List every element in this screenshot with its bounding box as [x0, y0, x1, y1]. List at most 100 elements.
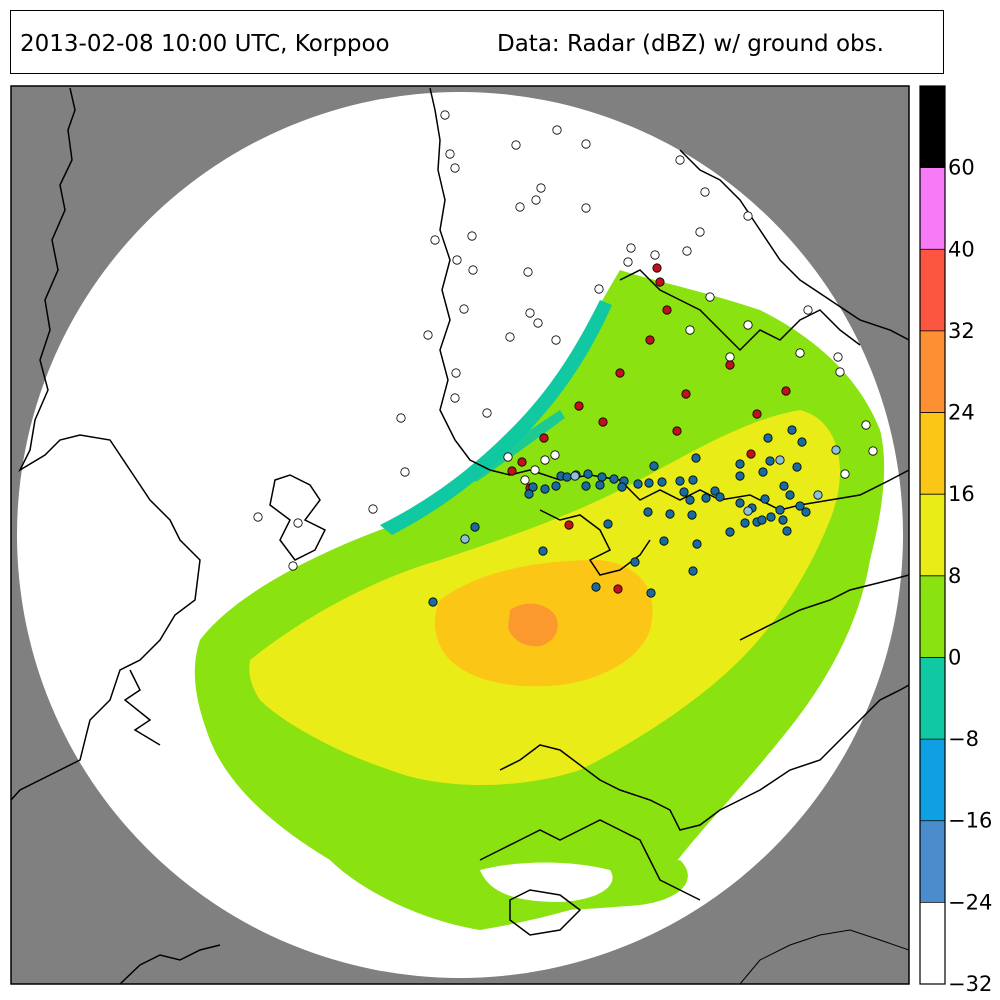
coastline-archipelago-north — [619, 269, 861, 352]
coastline-estonia — [499, 684, 909, 831]
observation-marker-snow — [649, 461, 659, 471]
map-title: 2013-02-08 10:00 UTC, Korppoo — [20, 31, 390, 57]
colorbar-tick-label: −16 — [948, 809, 992, 833]
observation-marker-snow — [797, 437, 807, 447]
observation-marker-no-precipitation — [551, 335, 561, 345]
colorbar-bin — [920, 575, 945, 658]
observation-marker-snow — [688, 566, 698, 576]
observation-marker-snow — [758, 467, 768, 477]
echo-cyan-edge — [380, 300, 612, 535]
colorbar-bin — [920, 330, 945, 413]
observation-marker-no-precipitation — [835, 367, 845, 377]
observation-marker-no-precipitation — [725, 352, 735, 362]
colorbar-bin — [920, 657, 945, 740]
observation-marker-no-precipitation — [293, 518, 303, 528]
observation-marker-snow — [715, 492, 725, 502]
observation-marker-snow — [787, 425, 797, 435]
observation-marker-no-precipitation — [445, 149, 455, 159]
observation-marker-drizzle-or-light — [831, 445, 841, 455]
observation-marker-snow — [657, 477, 667, 487]
colorbar-tick-label: 32 — [948, 319, 975, 343]
observation-marker-no-precipitation — [552, 125, 562, 135]
coastline-bottom-left — [119, 944, 221, 984]
observation-marker-no-precipitation — [468, 265, 478, 275]
observation-marker-snow — [760, 494, 770, 504]
observation-marker-snow — [633, 479, 643, 489]
observation-marker-snow — [691, 453, 701, 463]
observation-marker-no-precipitation — [451, 368, 461, 378]
colorbar-bin — [920, 249, 945, 331]
echo-cyan-tail — [470, 410, 565, 482]
observation-marker-no-precipitation — [368, 504, 378, 514]
observation-marker-snow — [470, 522, 480, 532]
observation-marker-snow — [524, 489, 534, 499]
observation-marker-snow — [538, 546, 548, 556]
coastline-saaremaa — [509, 889, 582, 936]
observation-marker-snow — [735, 459, 745, 469]
observation-marker-rain — [507, 466, 517, 476]
observation-marker-no-precipitation — [253, 512, 263, 522]
observation-marker-snow — [687, 510, 697, 520]
observation-marker-snow — [630, 557, 640, 567]
observation-marker-snow — [595, 480, 605, 490]
observation-marker-no-precipitation — [288, 561, 298, 571]
observation-marker-snow — [428, 597, 438, 607]
colorbar-tick-label: 16 — [948, 482, 975, 506]
data-source-label: Data: Radar (dBZ) w/ ground obs. — [497, 31, 884, 57]
colorbar-bin — [920, 494, 945, 576]
observation-marker-no-precipitation — [550, 450, 560, 460]
observation-marker-snow — [757, 515, 767, 525]
observation-marker-no-precipitation — [515, 202, 525, 212]
observation-marker-snow — [603, 519, 613, 529]
colorbar-tick-label: 60 — [948, 156, 975, 180]
observation-marker-snow — [778, 515, 788, 525]
observation-marker-no-precipitation — [675, 155, 685, 165]
colorbar: 60 40 32 24 16 8 0 −8 −16 −24 −32 — [919, 85, 992, 996]
observation-marker-snow — [659, 536, 669, 546]
observation-marker-snow — [644, 478, 654, 488]
observation-marker-snow — [735, 498, 745, 508]
colorbar-bin — [920, 412, 945, 495]
observation-marker-snow — [763, 433, 773, 443]
echo-white-gap — [480, 862, 613, 902]
observation-marker-no-precipitation — [594, 284, 604, 294]
observation-marker-drizzle-or-light — [460, 534, 470, 544]
observation-marker-snow — [646, 588, 656, 598]
observation-marker-snow — [782, 526, 792, 536]
colorbar-tick-label: 40 — [948, 237, 975, 261]
observation-marker-no-precipitation — [743, 211, 753, 221]
title-box: 2013-02-08 10:00 UTC, Korppoo Data: Rada… — [10, 10, 944, 74]
observation-marker-no-precipitation — [467, 231, 477, 241]
observation-marker-drizzle-or-light — [743, 506, 753, 516]
observation-marker-snow — [551, 481, 561, 491]
observation-marker-no-precipitation — [743, 320, 753, 330]
coastline-estonia-west — [479, 819, 701, 901]
observation-marker-rain — [655, 277, 665, 287]
observation-marker-no-precipitation — [833, 352, 843, 362]
observation-marker-no-precipitation — [536, 183, 546, 193]
observation-marker-drizzle-or-light — [813, 490, 823, 500]
observation-marker-rain — [672, 426, 682, 436]
observation-marker-no-precipitation — [523, 267, 533, 277]
observation-marker-no-precipitation — [861, 420, 871, 430]
observation-marker-no-precipitation — [700, 187, 710, 197]
observation-marker-snow — [725, 527, 735, 537]
observation-marker-snow — [692, 539, 702, 549]
observation-marker-no-precipitation — [840, 469, 850, 479]
observation-marker-rain — [598, 417, 608, 427]
observation-marker-rain — [615, 368, 625, 378]
coastline-east-gulf — [739, 574, 909, 641]
observation-marker-no-precipitation — [533, 318, 543, 328]
observation-marker-no-precipitation — [440, 110, 450, 120]
observation-marker-snow — [801, 507, 811, 517]
observation-marker-snow — [562, 472, 572, 482]
observation-marker-no-precipitation — [685, 325, 695, 335]
observation-marker-snow — [735, 471, 745, 481]
colorbar-bin — [920, 739, 945, 821]
observation-marker-rain — [681, 389, 691, 399]
observation-marker-snow — [665, 509, 675, 519]
observation-marker-no-precipitation — [695, 227, 705, 237]
observation-marker-no-precipitation — [705, 292, 715, 302]
observation-marker-no-precipitation — [531, 195, 541, 205]
coastline-finland-north — [429, 87, 531, 476]
